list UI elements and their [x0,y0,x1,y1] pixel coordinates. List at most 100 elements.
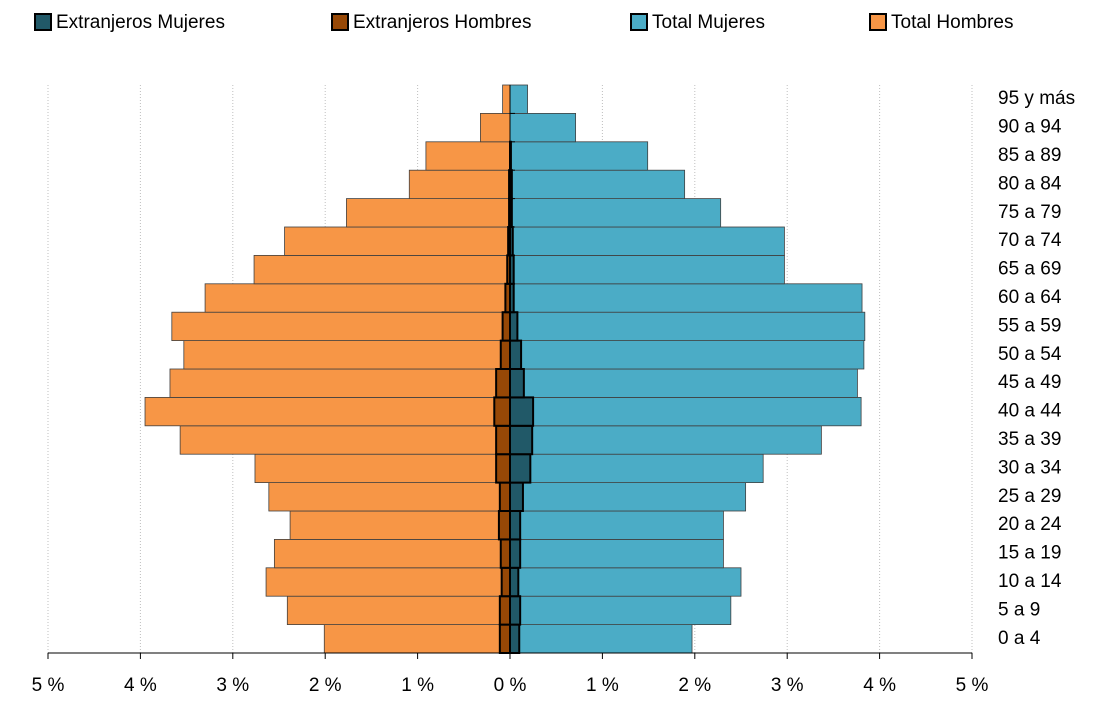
category-label: 10 a 14 [998,571,1062,592]
bar [273,539,511,569]
bar [509,510,724,540]
bar [509,141,649,171]
bar [498,481,511,513]
bar [509,481,524,513]
bar [509,396,862,427]
bar [346,198,511,228]
bar [323,624,511,654]
bar [144,396,511,427]
bar [171,311,511,342]
bar [509,339,523,371]
bar [509,113,577,143]
bar [502,84,511,114]
bar [509,566,520,598]
bar [480,113,511,143]
category-label: 45 a 49 [998,372,1061,393]
category-label: 25 a 29 [998,486,1061,507]
bar [498,595,511,626]
bar [204,283,511,313]
legend-swatch [869,13,887,31]
bar [425,141,511,171]
bar [509,198,722,228]
legend-swatch [331,13,349,31]
x-tick-label: 4 % [124,675,157,696]
bar [509,482,747,512]
bar [509,226,785,256]
category-label: 75 a 79 [998,202,1061,223]
legend-label: Extranjeros Hombres [353,12,531,33]
bar [509,453,764,484]
category-label: 70 a 74 [998,230,1062,251]
category-label: 65 a 69 [998,259,1061,280]
bar [509,84,528,114]
bar [499,538,512,569]
category-label: 5 a 9 [998,599,1040,620]
bar [254,453,511,484]
category-label: 95 y más [998,88,1075,109]
bar [509,283,863,313]
bar [497,510,511,541]
legend-label: Total Mujeres [652,12,765,33]
legend-swatch [34,13,52,31]
bar [509,624,693,654]
category-label: 20 a 24 [998,514,1062,535]
bar [265,567,511,597]
bar [289,510,511,540]
x-tick-label: 0 % [494,675,527,696]
category-label: 60 a 64 [998,287,1062,308]
bar [509,424,534,456]
x-tick-label: 3 % [216,675,249,696]
category-label: 55 a 59 [998,315,1061,336]
category-label: 30 a 34 [998,457,1062,478]
bar [509,311,519,342]
bar [509,396,535,427]
x-tick-label: 5 % [956,675,989,696]
bar [169,368,511,398]
bar [509,453,532,484]
bar [408,169,511,199]
bar [509,623,521,654]
x-tick-label: 1 % [401,675,434,696]
bar [509,368,525,399]
x-tick-label: 2 % [309,675,342,696]
bar [509,539,724,569]
bar [509,538,522,569]
bar [509,311,866,342]
x-tick-label: 2 % [678,675,711,696]
category-label: 50 a 54 [998,344,1062,365]
category-label: 15 a 19 [998,543,1061,564]
category-label: 80 a 84 [998,173,1062,194]
bar [183,340,511,370]
bar [495,368,512,399]
bar [498,623,511,654]
bar [493,396,511,427]
bar [495,424,512,456]
bar [253,254,511,285]
legend-label: Total Hombres [891,12,1014,33]
legend-swatch [630,13,648,31]
bar [509,340,865,370]
bar [509,425,822,455]
category-label: 35 a 39 [998,429,1061,450]
bar [495,453,512,484]
bar [286,595,511,626]
bar [509,169,686,199]
bar [509,254,785,285]
bar [499,339,512,371]
bar [509,567,742,597]
category-label: 0 a 4 [998,628,1041,649]
bar [284,226,511,256]
bar [509,595,522,626]
bar [179,425,511,455]
bar [509,595,732,626]
x-tick-label: 1 % [586,675,619,696]
category-label: 40 a 44 [998,401,1062,422]
category-label: 85 a 89 [998,145,1061,166]
x-tick-label: 4 % [863,675,896,696]
bar [509,510,522,541]
legend-label: Extranjeros Mujeres [56,12,225,33]
bar [268,482,511,512]
category-label: 90 a 94 [998,117,1062,138]
